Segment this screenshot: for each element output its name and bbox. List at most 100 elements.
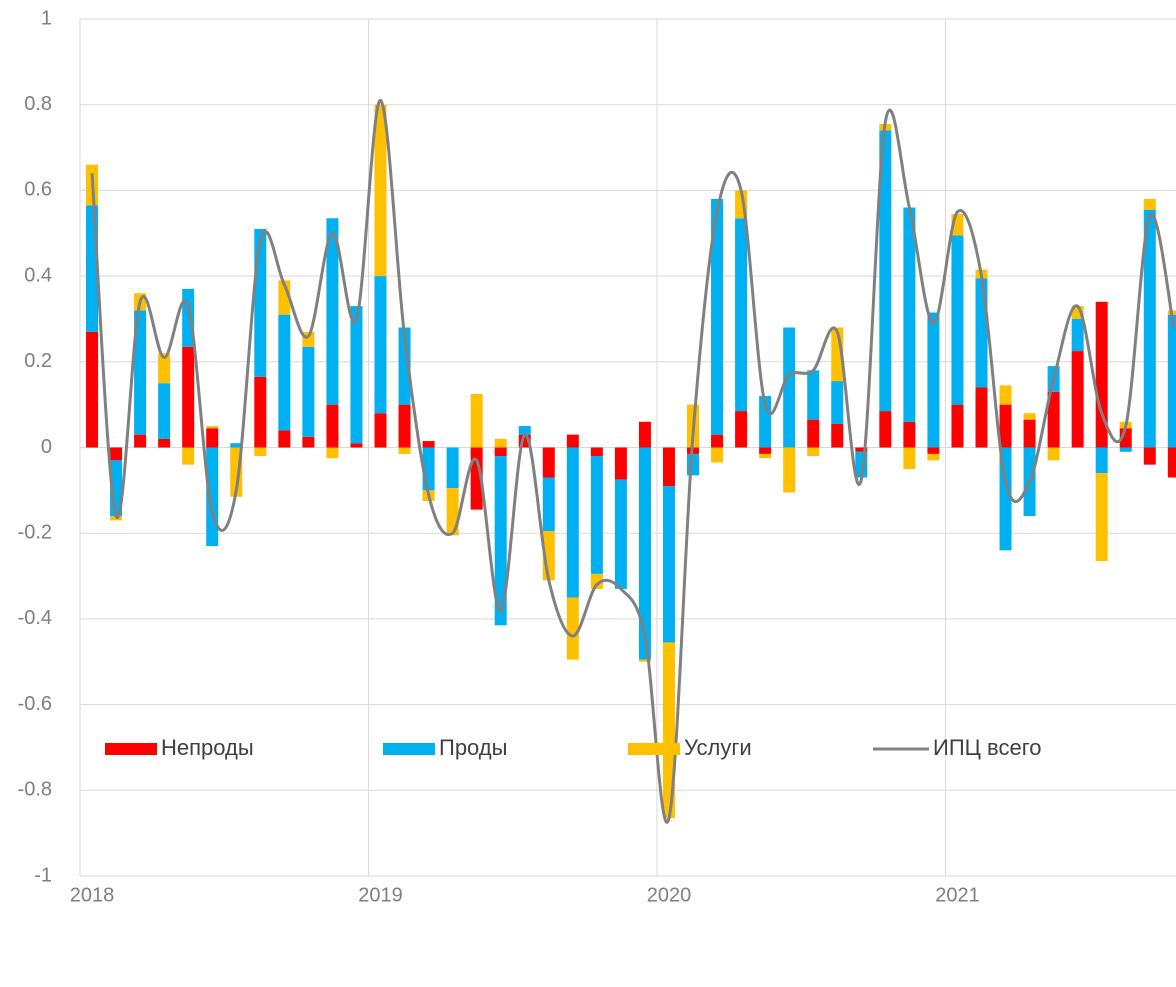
bar — [999, 385, 1012, 405]
bar — [158, 383, 171, 439]
bar — [374, 276, 387, 414]
x-tick-label: 2019 — [358, 884, 403, 906]
bar — [566, 597, 579, 660]
bar — [903, 447, 916, 469]
bar — [735, 411, 748, 448]
bar — [783, 447, 796, 493]
bar — [566, 434, 579, 448]
bar — [614, 479, 627, 589]
bar — [903, 207, 916, 422]
bar — [422, 441, 435, 448]
bar — [999, 404, 1012, 448]
y-tick-label: 0.2 — [24, 350, 52, 372]
bar — [590, 447, 603, 457]
bar — [1095, 301, 1108, 448]
legend-swatch — [628, 743, 680, 755]
bar — [662, 486, 675, 643]
bar — [1047, 391, 1060, 448]
bar — [158, 438, 171, 448]
bar — [134, 310, 147, 435]
y-tick-label: -0.6 — [18, 693, 52, 715]
bar — [206, 426, 219, 429]
bar — [831, 423, 844, 448]
bar — [879, 130, 892, 412]
bar — [470, 393, 483, 448]
bar — [1119, 447, 1132, 452]
bar — [326, 404, 339, 448]
bar — [927, 453, 940, 461]
bar — [1095, 473, 1108, 562]
bar — [230, 443, 243, 448]
bar — [302, 436, 315, 448]
bar — [1023, 419, 1036, 448]
y-tick-label: -0.2 — [18, 521, 52, 543]
bar — [1047, 447, 1060, 461]
bar — [254, 447, 267, 457]
bar — [711, 447, 724, 463]
legend-label: ИПЦ всего — [933, 735, 1041, 760]
bar — [1143, 447, 1156, 465]
bar — [831, 381, 844, 424]
bar — [446, 447, 459, 489]
bar — [542, 447, 555, 478]
bar — [254, 376, 267, 448]
legend-label: Непроды — [161, 735, 254, 760]
bar — [254, 228, 267, 377]
bar — [278, 314, 291, 431]
y-tick-label: 0.8 — [24, 93, 52, 115]
bar — [182, 447, 195, 465]
bar — [927, 447, 940, 454]
bar — [206, 428, 219, 448]
bar — [687, 453, 700, 476]
bar — [590, 573, 603, 589]
bar — [1095, 447, 1108, 474]
bar — [735, 218, 748, 412]
bar — [711, 434, 724, 448]
bar — [326, 447, 339, 459]
y-tick-label: -0.8 — [18, 779, 52, 801]
bar — [662, 642, 675, 819]
bar — [590, 456, 603, 574]
bar — [614, 447, 627, 480]
y-tick-label: 0 — [41, 436, 52, 458]
bar — [470, 447, 483, 510]
bar — [759, 396, 772, 448]
bar — [638, 447, 651, 660]
bar — [975, 387, 988, 448]
bar — [807, 447, 820, 457]
y-tick-label: 0.6 — [24, 179, 52, 201]
bar — [494, 438, 507, 448]
bar — [374, 413, 387, 448]
bar — [711, 198, 724, 435]
bar — [518, 426, 531, 435]
bar — [1071, 351, 1084, 448]
bar — [398, 327, 411, 405]
bar — [927, 312, 940, 448]
x-tick-label: 2021 — [935, 884, 980, 906]
bar — [134, 434, 147, 448]
bar — [1167, 314, 1176, 448]
bar — [494, 447, 507, 457]
bar — [759, 453, 772, 459]
bar — [807, 419, 820, 448]
bar — [158, 353, 171, 384]
legend-label: Проды — [439, 735, 507, 760]
bar — [638, 421, 651, 448]
bar — [350, 306, 363, 444]
bar — [783, 327, 796, 448]
bars — [86, 104, 1176, 819]
y-tick-label: 1 — [41, 7, 52, 29]
line — [90, 98, 1176, 824]
bar — [398, 404, 411, 448]
bar — [326, 218, 339, 405]
bar — [903, 421, 916, 448]
x-tick-label: 2020 — [647, 884, 692, 906]
bar — [879, 411, 892, 448]
bar — [1143, 209, 1156, 448]
bar — [566, 447, 579, 598]
bar — [1071, 318, 1084, 352]
bar — [398, 447, 411, 454]
bar — [855, 447, 868, 452]
bar — [1143, 198, 1156, 210]
